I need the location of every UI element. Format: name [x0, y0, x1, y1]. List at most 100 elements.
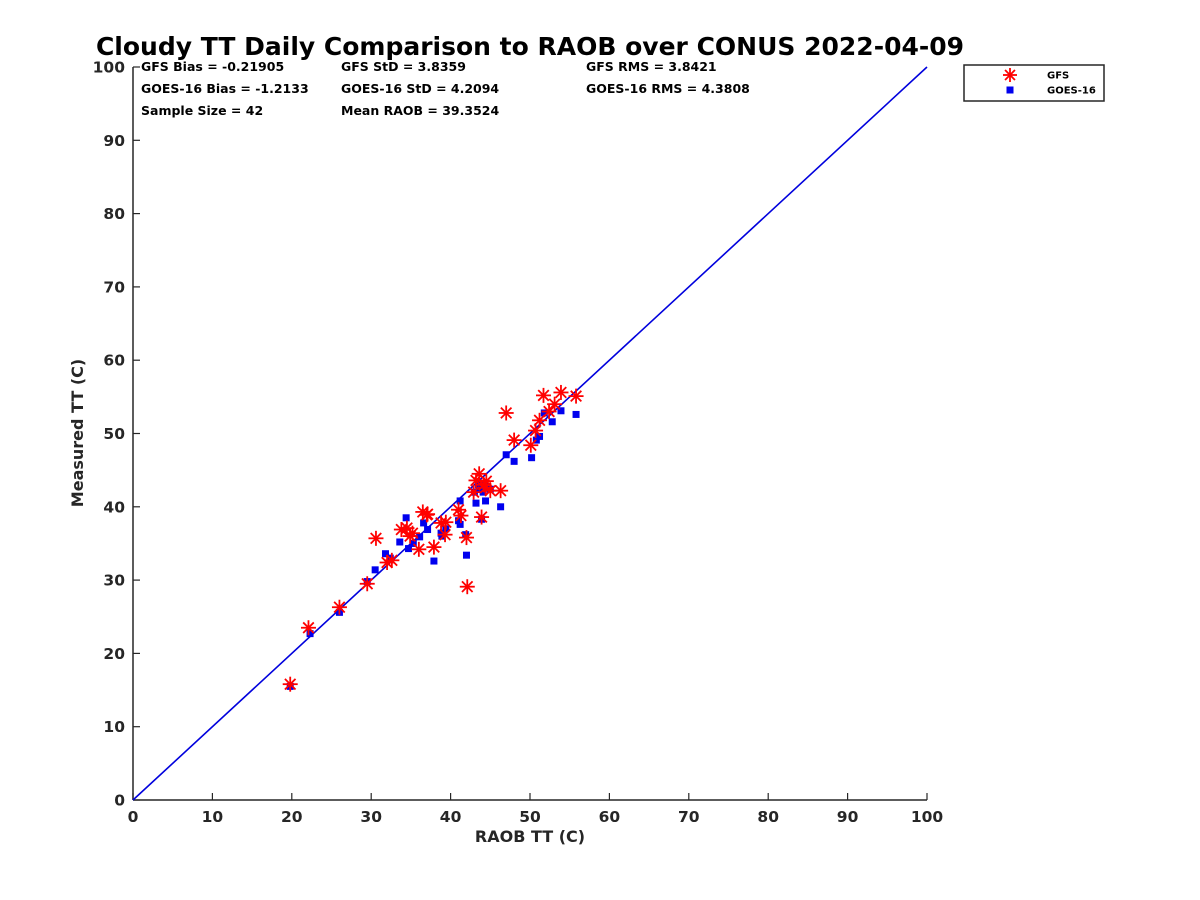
- asterisk-stroke: [284, 678, 297, 691]
- asterisk-stroke: [439, 516, 452, 529]
- stat-text: GFS Bias = -0.21905: [141, 59, 284, 74]
- asterisk-stroke: [500, 407, 513, 419]
- goes16-point: [430, 557, 438, 565]
- goes16-point: [502, 451, 510, 459]
- gfs-point: [458, 530, 474, 546]
- x-tick-label: 30: [360, 808, 382, 826]
- asterisk-stroke: [484, 484, 497, 497]
- asterisk-stroke: [412, 543, 425, 556]
- one-to-one-line: [132, 66, 928, 801]
- gfs-point: [478, 480, 494, 496]
- goes16-point: [402, 514, 410, 522]
- asterisk-stroke: [524, 439, 537, 452]
- y-tick-label: 10: [103, 718, 125, 736]
- y-tick-label: 80: [103, 205, 125, 223]
- legend-label: GOES-16: [1047, 86, 1096, 97]
- goes16-point: [409, 539, 417, 547]
- gfs-point: [404, 525, 420, 541]
- asterisk-stroke: [439, 528, 451, 541]
- asterisk-stroke: [543, 405, 555, 418]
- asterisk-stroke: [1004, 69, 1016, 81]
- gfs-point: [532, 412, 548, 428]
- goes16-point: [456, 520, 464, 528]
- gfs-point: [471, 466, 487, 482]
- y-tick-label: 100: [93, 59, 126, 77]
- gfs-point: [384, 552, 400, 568]
- goes16-point: [472, 499, 480, 507]
- gfs-point: [453, 508, 469, 524]
- gfs-point: [368, 530, 384, 546]
- gfs-point: [300, 620, 316, 636]
- y-tick-label: 60: [103, 352, 125, 370]
- asterisk-stroke: [533, 414, 546, 427]
- asterisk-stroke: [333, 601, 346, 614]
- y-tick-label: 0: [114, 792, 125, 810]
- asterisk-stroke: [427, 541, 440, 554]
- goes16-point: [371, 566, 379, 574]
- goes16-point: [528, 454, 536, 462]
- goes16-point: [536, 432, 544, 440]
- gfs-point: [474, 509, 490, 525]
- x-tick-label: 40: [440, 808, 462, 826]
- x-tick-label: 0: [128, 808, 139, 826]
- goes16-point: [381, 550, 389, 558]
- asterisk-stroke: [475, 511, 488, 524]
- goes16-point: [548, 418, 556, 426]
- goes16-point: [497, 503, 505, 511]
- goes16-point: [437, 529, 445, 537]
- legend-items: GFS GOES-16: [1003, 68, 1096, 97]
- y-tick-label: 50: [103, 425, 125, 443]
- points-layer: [282, 384, 584, 692]
- legend: GFS GOES-16: [963, 64, 1105, 102]
- y-tick-label: 30: [103, 572, 125, 590]
- x-axis-label: RAOB TT (C): [475, 827, 585, 846]
- gfs-point: [553, 384, 569, 400]
- legend-box: [963, 64, 1105, 102]
- goes16-legend-marker: [1006, 86, 1014, 94]
- axes: 0 10 20 30 40 50 60 70 80 90 100 0 10 20 30 40 50 60 70 80 9…: [93, 59, 944, 827]
- x-tick-label: 60: [599, 808, 621, 826]
- goes16-point: [462, 551, 470, 559]
- gfs-point: [282, 676, 298, 692]
- x-tick-label: 90: [837, 808, 859, 826]
- stat-text: GFS RMS = 3.8421: [586, 59, 717, 74]
- gfs-point: [466, 484, 482, 500]
- stat-text: GOES-16 Bias = -1.2133: [141, 81, 309, 96]
- gfs-point: [506, 432, 522, 448]
- y-axis-label: Measured TT (C): [68, 359, 87, 507]
- stat-text: Mean RAOB = 39.3524: [341, 103, 499, 118]
- x-tick-label: 50: [519, 808, 541, 826]
- x-tick-label: 20: [281, 808, 303, 826]
- gfs-point: [493, 483, 509, 499]
- legend-label: GFS: [1047, 71, 1069, 82]
- asterisk-stroke: [479, 481, 492, 494]
- goes16-point: [540, 409, 548, 417]
- asterisk-stroke: [473, 467, 486, 480]
- asterisk-stroke: [370, 532, 382, 545]
- gfs-point: [331, 599, 347, 615]
- gfs-point: [535, 387, 551, 403]
- goes16-point: [420, 519, 428, 527]
- asterisk-stroke: [467, 486, 480, 499]
- goes16-point: [455, 517, 463, 525]
- goes16-point: [572, 410, 580, 418]
- chart-title: Cloudy TT Daily Comparison to RAOB over …: [96, 32, 964, 61]
- y-tick-label: 20: [103, 645, 125, 663]
- gfs-point: [437, 527, 453, 543]
- asterisk-stroke: [420, 508, 433, 521]
- gfs-point: [459, 579, 475, 595]
- y-tick-label: 90: [103, 132, 125, 150]
- asterisk-stroke: [302, 621, 315, 634]
- asterisk-stroke: [400, 522, 413, 534]
- gfs-legend-marker: [1003, 68, 1017, 82]
- asterisk-stroke: [460, 531, 473, 544]
- x-tick-label: 80: [757, 808, 779, 826]
- asterisk-stroke: [385, 554, 398, 567]
- asterisk-stroke: [452, 503, 465, 516]
- asterisk-stroke: [454, 509, 467, 522]
- goes16-point: [396, 538, 404, 546]
- x-tick-label: 10: [202, 808, 224, 826]
- asterisk-stroke: [555, 386, 567, 399]
- goes16-point: [532, 436, 540, 444]
